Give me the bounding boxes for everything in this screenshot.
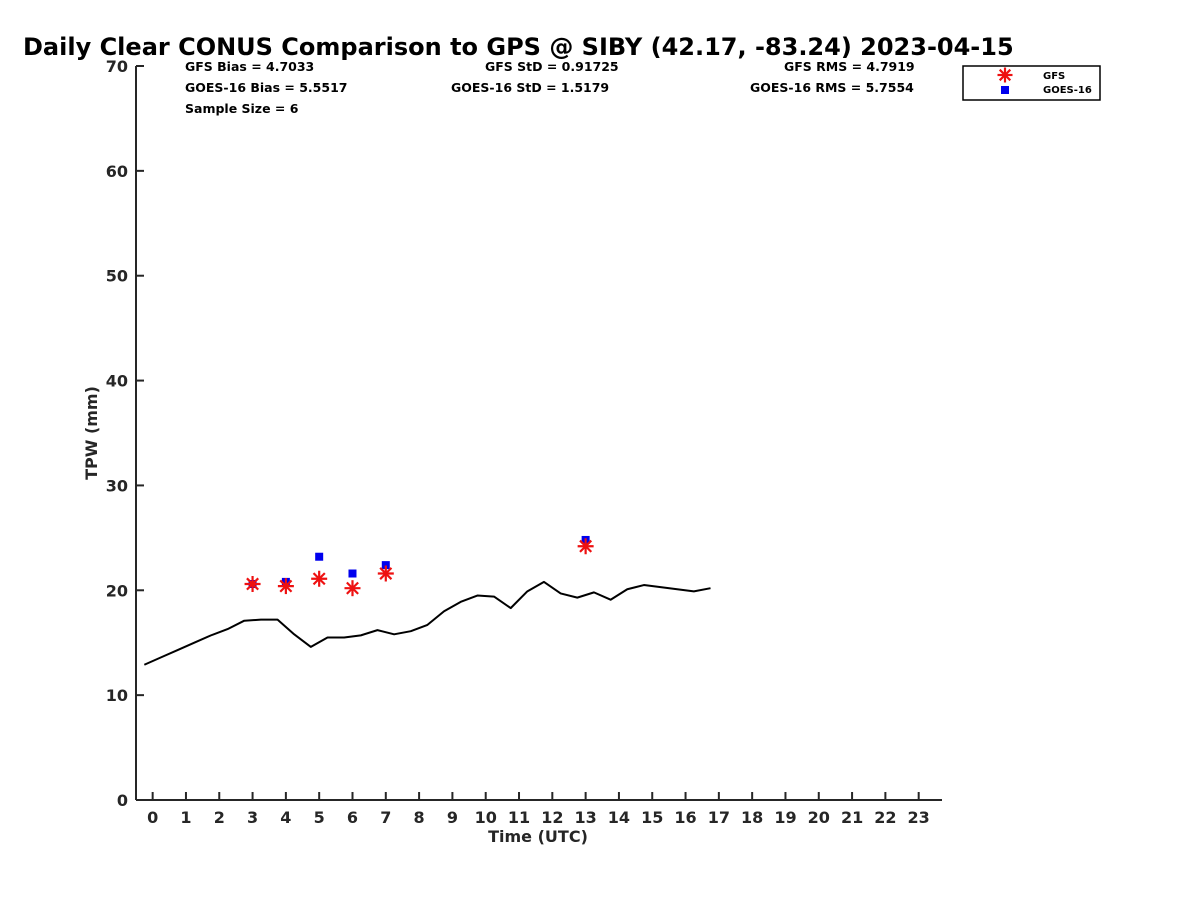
x-tick-label: 1 [180, 808, 191, 827]
legend: GFS GOES-16 [962, 65, 1101, 101]
x-tick-label: 17 [708, 808, 730, 827]
x-tick-label: 21 [841, 808, 863, 827]
gfs-point [311, 570, 328, 587]
stat-goes-rms: GOES-16 RMS = 5.7554 [750, 80, 914, 95]
y-tick-label: 50 [106, 267, 128, 286]
x-tick-label: 16 [674, 808, 696, 827]
y-tick-label: 30 [106, 476, 128, 495]
x-tick-label: 3 [247, 808, 258, 827]
x-tick-label: 5 [314, 808, 325, 827]
legend-gfs-label: GFS [1043, 71, 1065, 82]
stat-goes-bias: GOES-16 Bias = 5.5517 [185, 80, 347, 95]
legend-goes16-marker [1001, 86, 1009, 94]
x-tick-label: 14 [608, 808, 630, 827]
y-tick-label: 20 [106, 581, 128, 600]
y-ticks: 0 10 20 30 40 50 60 70 [106, 57, 144, 810]
x-tick-label: 22 [874, 808, 896, 827]
y-tick-label: 60 [106, 162, 128, 181]
x-ticks: 0 1 2 3 4 5 6 7 8 9 10 11 12 13 14 15 16 17 18 19 20 21 22 23 [147, 792, 930, 827]
x-tick-label: 7 [380, 808, 391, 827]
axes [135, 66, 942, 801]
legend-gfs-marker [997, 67, 1013, 83]
goes16-point [381, 561, 390, 570]
gfs-point [377, 565, 394, 582]
x-tick-label: 23 [908, 808, 930, 827]
y-axis-label: TPW (mm) [82, 386, 101, 480]
stat-gfs-rms: GFS RMS = 4.7919 [784, 59, 915, 74]
stat-gfs-std: GFS StD = 0.91725 [485, 59, 619, 74]
gps-tpw-line [143, 580, 711, 666]
gfs-point [344, 580, 361, 597]
y-tick-label: 0 [117, 791, 128, 810]
chart-title: Daily Clear CONUS Comparison to GPS @ SI… [23, 33, 1014, 61]
x-tick-label: 13 [574, 808, 596, 827]
goes16-point [315, 552, 324, 561]
x-tick-label: 4 [280, 808, 291, 827]
x-tick-label: 11 [508, 808, 530, 827]
y-tick-label: 40 [106, 372, 128, 391]
series-layer [143, 535, 711, 666]
x-tick-label: 19 [774, 808, 796, 827]
stat-goes-std: GOES-16 StD = 1.5179 [451, 80, 609, 95]
legend-goes16-label: GOES-16 [1043, 85, 1092, 96]
x-tick-label: 10 [475, 808, 497, 827]
gfs-point [244, 575, 261, 592]
x-axis-label: Time (UTC) [488, 827, 588, 846]
x-tick-label: 9 [447, 808, 458, 827]
legend-gfs-asterisk [997, 67, 1013, 83]
stat-sample-size: Sample Size = 6 [185, 101, 299, 116]
x-tick-label: 15 [641, 808, 663, 827]
x-tick-label: 8 [414, 808, 425, 827]
stat-gfs-bias: GFS Bias = 4.7033 [185, 59, 314, 74]
x-tick-label: 12 [541, 808, 563, 827]
stats-block: GFS Bias = 4.7033 GOES-16 Bias = 5.5517 … [185, 59, 915, 116]
x-tick-label: 2 [214, 808, 225, 827]
y-tick-label: 10 [106, 686, 128, 705]
gfs-point [277, 578, 294, 595]
goes16-point [348, 569, 357, 578]
legend-box [962, 65, 1101, 101]
x-tick-label: 20 [808, 808, 830, 827]
x-tick-label: 0 [147, 808, 158, 827]
x-tick-label: 6 [347, 808, 358, 827]
y-tick-label: 70 [106, 57, 128, 76]
x-tick-label: 18 [741, 808, 763, 827]
gfs-point [577, 538, 594, 555]
